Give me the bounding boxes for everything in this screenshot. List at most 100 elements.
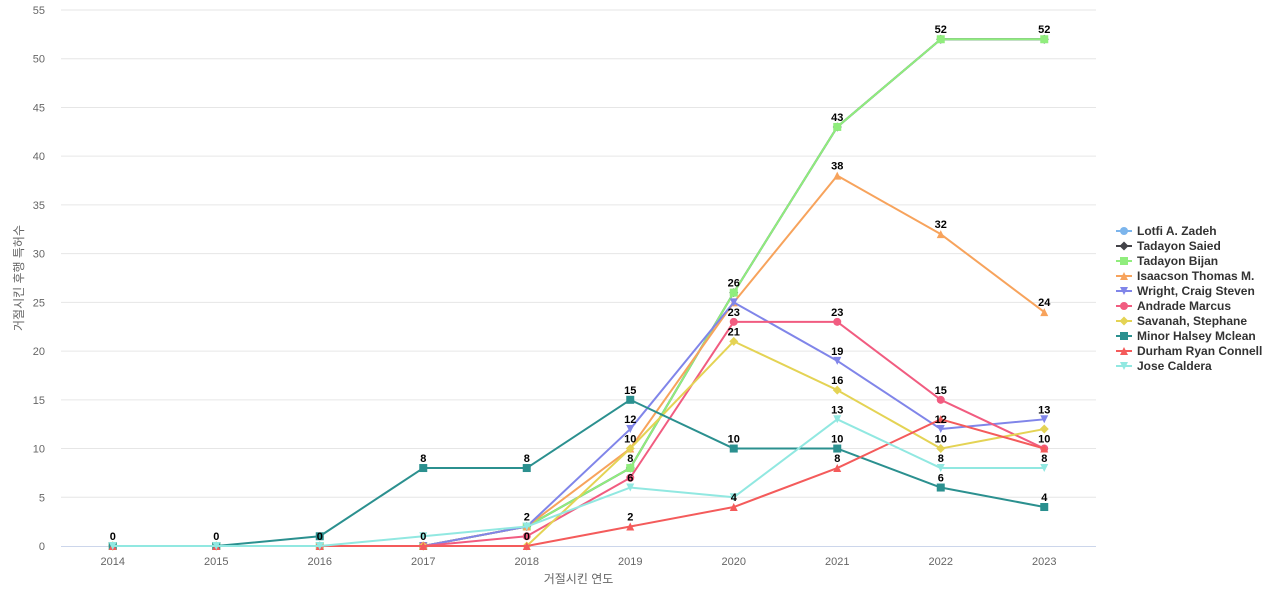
x-tick-label: 2022 <box>929 556 953 568</box>
legend-marker <box>1120 362 1128 370</box>
y-tick-label: 5 <box>39 492 45 504</box>
y-tick-label: 15 <box>33 395 45 407</box>
data-point <box>1040 308 1049 317</box>
data-label: 19 <box>831 346 843 358</box>
series-2 <box>108 35 1049 550</box>
legend-label: Durham Ryan Connell <box>1137 344 1262 358</box>
y-tick-label: 35 <box>33 200 45 212</box>
legend-marker <box>1119 316 1129 326</box>
data-point <box>108 542 117 550</box>
y-tick-label: 55 <box>33 5 45 17</box>
data-point <box>936 425 945 434</box>
legend-item[interactable]: Tadayon Bijan <box>1116 254 1218 268</box>
data-label: 8 <box>627 453 633 465</box>
legend-label: Jose Caldera <box>1137 359 1212 373</box>
legend-marker <box>1120 332 1128 340</box>
data-label: 10 <box>728 434 740 446</box>
data-label: 12 <box>935 414 947 426</box>
data-point <box>1039 424 1049 434</box>
x-axis-ticks: 2014 2015 2016 2017 2018 2019 2020 2021 2022 2023 <box>101 556 1057 568</box>
x-tick-label: 2016 <box>308 556 332 568</box>
data-point <box>419 532 428 541</box>
data-label: 0 <box>317 531 323 543</box>
data-label: 43 <box>831 112 843 124</box>
data-label: 6 <box>627 473 633 485</box>
data-point <box>833 444 842 453</box>
data-point <box>833 356 842 365</box>
legend-item[interactable]: Minor Halsey Mclean <box>1116 329 1256 343</box>
data-label: 0 <box>213 531 219 543</box>
data-point <box>522 522 531 531</box>
x-tick-label: 2017 <box>411 556 435 568</box>
data-point <box>212 542 221 550</box>
y-tick-label: 30 <box>33 249 45 261</box>
data-label: 4 <box>731 492 738 504</box>
legend-item[interactable]: Andrade Marcus <box>1116 299 1231 313</box>
series-0 <box>108 35 1049 550</box>
data-label: 0 <box>110 531 116 543</box>
data-point <box>729 336 739 346</box>
data-label: 15 <box>624 385 636 397</box>
data-point <box>833 317 842 326</box>
legend-item[interactable]: Wright, Craig Steven <box>1116 284 1255 298</box>
legend-marker <box>1120 272 1128 280</box>
legend-item[interactable]: Durham Ryan Connell <box>1116 344 1262 358</box>
series-1 <box>108 34 1049 551</box>
legend-marker <box>1120 257 1128 265</box>
legend-label: Minor Halsey Mclean <box>1137 329 1256 343</box>
legend-label: Isaacson Thomas M. <box>1137 269 1254 283</box>
data-point <box>522 542 531 550</box>
data-point <box>729 298 738 307</box>
data-label: 24 <box>1038 297 1051 309</box>
legend-label: Savanah, Stephane <box>1137 314 1247 328</box>
legend-item[interactable]: Isaacson Thomas M. <box>1116 269 1254 283</box>
data-point <box>419 542 428 550</box>
data-label: 52 <box>935 24 947 36</box>
data-label: 0 <box>524 531 530 543</box>
data-point <box>1040 503 1049 512</box>
legend-item[interactable]: Savanah, Stephane <box>1116 314 1247 328</box>
data-point <box>729 444 738 453</box>
series-6 <box>108 336 1049 551</box>
x-tick-label: 2015 <box>204 556 228 568</box>
legend-item[interactable]: Lotfi A. Zadeh <box>1116 224 1217 238</box>
data-label: 21 <box>728 326 740 338</box>
legend-marker <box>1120 287 1128 295</box>
grid-lines <box>61 9 1096 498</box>
data-label: 26 <box>728 278 740 290</box>
series-3 <box>108 171 1049 550</box>
data-label: 2 <box>524 512 530 524</box>
data-point <box>729 288 738 297</box>
legend-item[interactable]: Tadayon Saied <box>1116 239 1221 253</box>
data-point <box>626 473 635 482</box>
legend-item[interactable]: Jose Caldera <box>1116 359 1212 373</box>
data-point <box>833 415 842 424</box>
legend-marker <box>1120 302 1128 310</box>
x-tick-label: 2019 <box>618 556 642 568</box>
legend-marker <box>1119 241 1129 251</box>
data-point <box>832 385 842 395</box>
series-line <box>112 38 1045 547</box>
data-label: 52 <box>1038 24 1050 36</box>
series-layer <box>108 34 1049 551</box>
series-line <box>112 38 1045 547</box>
series-line <box>112 301 1045 547</box>
data-label: 15 <box>935 385 947 397</box>
legend-marker <box>1120 347 1128 355</box>
data-point <box>729 493 738 502</box>
x-tick-label: 2018 <box>515 556 539 568</box>
y-axis-ticks: 0 5 10 15 20 25 30 35 40 45 50 55 <box>33 5 45 553</box>
data-label: 16 <box>831 375 843 387</box>
data-label: 8 <box>938 453 944 465</box>
series-line <box>112 418 1045 547</box>
data-point <box>626 483 635 492</box>
data-label: 10 <box>624 434 636 446</box>
y-tick-label: 25 <box>33 297 45 309</box>
data-point <box>522 464 531 473</box>
data-point <box>626 425 635 434</box>
y-tick-label: 20 <box>33 346 45 358</box>
data-label: 13 <box>831 404 843 416</box>
y-tick-label: 40 <box>33 151 45 163</box>
legend-label: Andrade Marcus <box>1137 299 1231 313</box>
